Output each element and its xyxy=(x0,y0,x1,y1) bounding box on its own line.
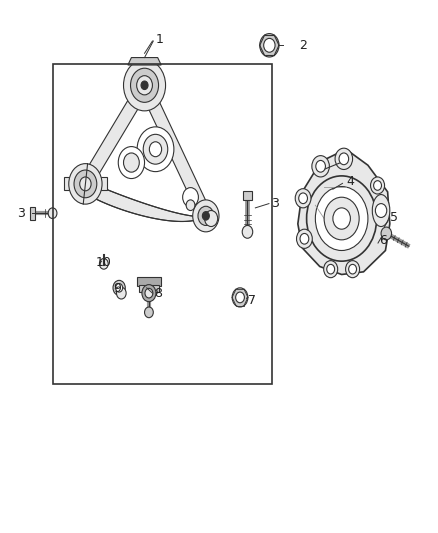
Circle shape xyxy=(131,68,159,102)
Circle shape xyxy=(260,34,279,57)
Circle shape xyxy=(118,147,145,179)
Circle shape xyxy=(143,134,168,164)
Circle shape xyxy=(333,208,350,229)
Bar xyxy=(139,285,159,292)
Circle shape xyxy=(374,181,381,190)
Circle shape xyxy=(205,211,218,227)
Circle shape xyxy=(183,188,198,207)
Text: 3: 3 xyxy=(17,207,25,220)
Circle shape xyxy=(193,200,219,232)
Bar xyxy=(64,177,107,190)
Text: 2: 2 xyxy=(299,39,307,52)
Circle shape xyxy=(124,153,139,172)
Polygon shape xyxy=(81,81,149,188)
Circle shape xyxy=(113,280,125,295)
Polygon shape xyxy=(30,207,35,220)
Circle shape xyxy=(312,156,329,177)
Circle shape xyxy=(236,292,244,303)
Circle shape xyxy=(375,204,387,217)
Circle shape xyxy=(381,227,392,240)
Circle shape xyxy=(48,208,57,219)
Circle shape xyxy=(141,81,148,90)
Ellipse shape xyxy=(372,195,390,227)
Text: 7: 7 xyxy=(248,294,256,307)
Bar xyxy=(137,277,161,286)
Text: 6: 6 xyxy=(379,235,387,247)
Polygon shape xyxy=(83,181,206,222)
Text: 5: 5 xyxy=(390,211,398,224)
Bar xyxy=(53,64,272,384)
Circle shape xyxy=(327,264,335,274)
Circle shape xyxy=(198,206,214,225)
Circle shape xyxy=(137,127,174,172)
Circle shape xyxy=(145,288,153,298)
Circle shape xyxy=(299,193,307,204)
Polygon shape xyxy=(139,82,211,220)
Text: 3: 3 xyxy=(271,197,279,210)
Circle shape xyxy=(324,197,359,240)
Circle shape xyxy=(295,189,311,208)
Text: 9: 9 xyxy=(113,282,121,295)
Circle shape xyxy=(99,259,108,269)
Text: 1: 1 xyxy=(155,34,163,46)
Circle shape xyxy=(202,212,209,220)
Circle shape xyxy=(145,307,153,318)
Circle shape xyxy=(339,153,349,165)
Text: 10: 10 xyxy=(95,256,111,269)
Circle shape xyxy=(137,76,152,95)
Circle shape xyxy=(186,200,195,211)
Circle shape xyxy=(117,287,126,299)
Circle shape xyxy=(315,187,368,251)
Circle shape xyxy=(307,176,377,261)
Circle shape xyxy=(324,261,338,278)
Circle shape xyxy=(316,160,325,172)
Text: 8: 8 xyxy=(155,287,162,300)
Circle shape xyxy=(69,164,102,204)
Circle shape xyxy=(349,264,357,274)
Circle shape xyxy=(116,284,123,292)
Circle shape xyxy=(371,177,385,194)
Bar xyxy=(243,191,252,200)
Circle shape xyxy=(74,170,97,198)
Circle shape xyxy=(124,60,166,111)
Circle shape xyxy=(346,261,360,278)
Circle shape xyxy=(242,225,253,238)
Circle shape xyxy=(264,38,275,52)
Circle shape xyxy=(335,148,353,169)
Polygon shape xyxy=(298,149,390,274)
Circle shape xyxy=(80,177,91,191)
Circle shape xyxy=(149,142,162,157)
Circle shape xyxy=(300,233,309,244)
Circle shape xyxy=(232,288,248,307)
Polygon shape xyxy=(128,58,161,65)
Circle shape xyxy=(297,229,312,248)
Circle shape xyxy=(142,285,156,302)
Text: 4: 4 xyxy=(346,175,354,188)
